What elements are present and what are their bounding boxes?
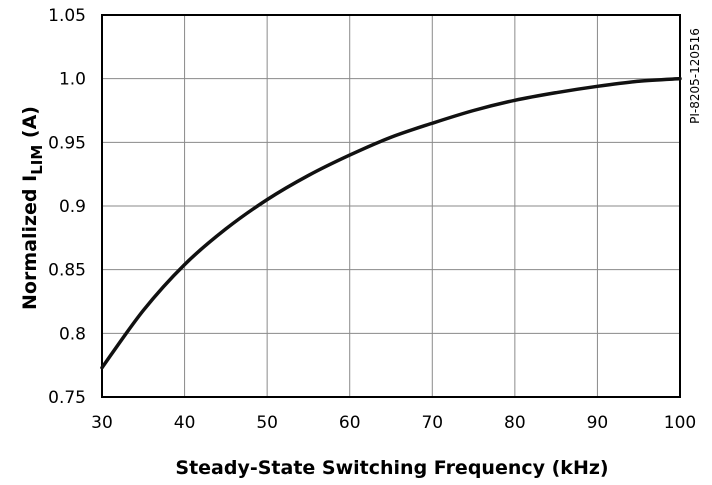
y-axis-title: Normalized ILIM (A) (19, 106, 46, 310)
x-tick-label: 60 (339, 413, 361, 433)
grid (102, 15, 680, 397)
y-tick-labels: 0.75 0.8 0.85 0.9 0.95 1.0 1.05 (48, 6, 86, 408)
y-tick-label: 0.9 (59, 197, 86, 217)
x-tick-label: 100 (664, 413, 696, 433)
x-tick-label: 50 (256, 413, 278, 433)
y-axis-title-main: Normalized I (19, 175, 41, 310)
y-tick-label: 1.05 (48, 6, 86, 26)
x-tick-label: 80 (504, 413, 526, 433)
y-axis-title-suffix: (A) (19, 106, 41, 145)
plot-frame (101, 14, 681, 398)
series-line (100, 76, 682, 370)
y-tick-label: 0.8 (59, 324, 86, 344)
x-tick-label: 70 (421, 413, 443, 433)
y-tick-label: 0.75 (48, 388, 86, 408)
x-tick-labels: 30 40 50 60 70 80 90 100 (91, 413, 696, 433)
x-axis-title: Steady-State Switching Frequency (kHz) (175, 457, 608, 479)
x-tick-label: 40 (174, 413, 196, 433)
y-axis-title-subscript: LIM (28, 145, 46, 175)
figure-id: PI-8205-120516 (688, 28, 702, 124)
y-tick-label: 0.95 (48, 133, 86, 153)
y-tick-label: 0.85 (48, 261, 86, 281)
x-tick-label: 30 (91, 413, 113, 433)
y-tick-label: 1.0 (59, 70, 86, 90)
x-tick-label: 90 (587, 413, 609, 433)
